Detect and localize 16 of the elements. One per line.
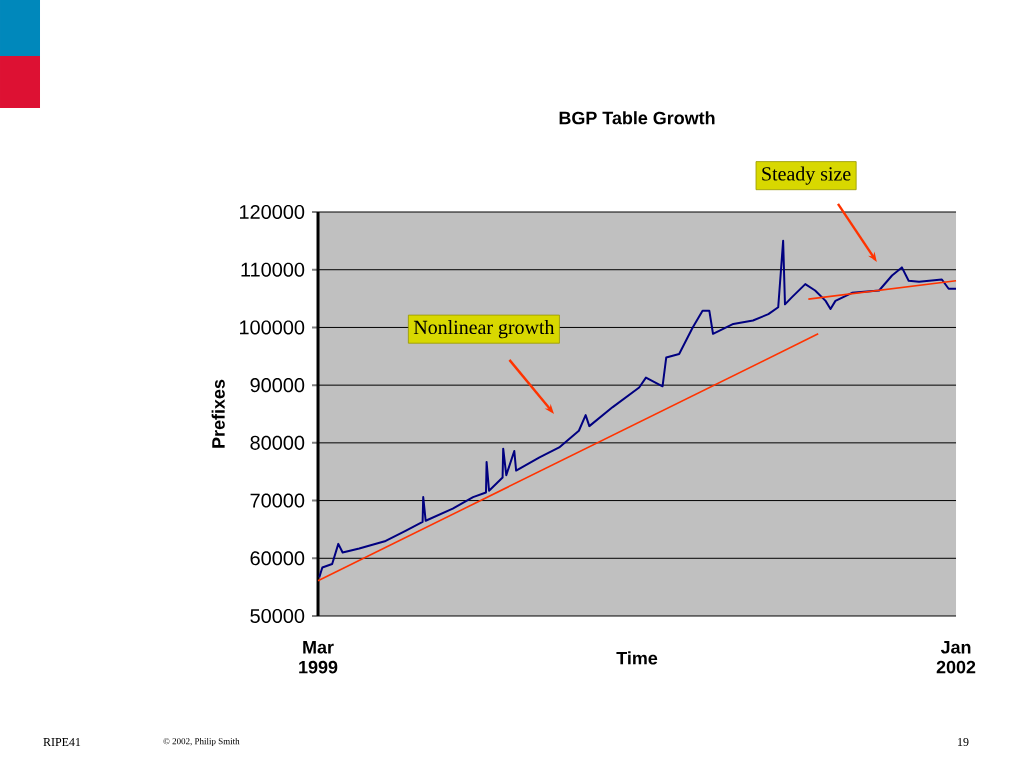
y-tick-label: 110000 [241, 262, 305, 277]
annotation: Nonlinear growth [413, 320, 555, 339]
y-tick-label: 60000 [250, 551, 305, 566]
line-series [318, 239, 958, 579]
y-tick-label: 70000 [250, 493, 305, 508]
x-tick-label: Jan 2002 [936, 641, 976, 674]
y-tick-label: 120000 [240, 204, 305, 220]
x-axis-title: Time [616, 651, 658, 665]
y-tick-label: 90000 [250, 378, 305, 393]
y-tick-label: 100000 [240, 320, 305, 335]
y-tick-label: 80000 [250, 435, 305, 450]
chart-title: BGP Table Growth [559, 111, 715, 125]
x-tick-label: Mar 1999 [299, 641, 338, 674]
y-axis-title: Prefixes [211, 379, 225, 448]
text: Steady size [762, 166, 851, 185]
y-tick-label: 50000 [250, 608, 305, 624]
